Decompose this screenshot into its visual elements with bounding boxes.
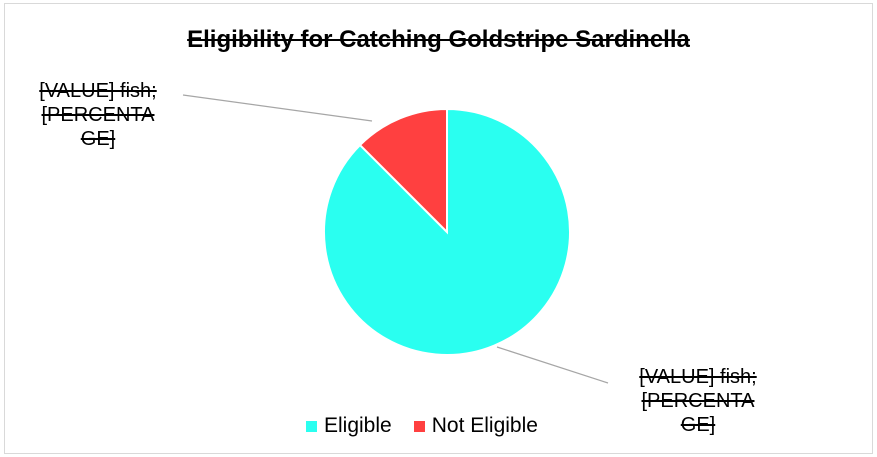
leader-line-not-eligible [182,94,373,122]
legend-item-eligible: Eligible [306,414,392,438]
legend-item-not-eligible: Not Eligible [413,414,538,438]
legend-label-not-eligible: Not Eligible [431,414,538,437]
legend: Eligible Not Eligible [306,414,560,438]
data-label-not-eligible: [VALUE] fish; [PERCENTA GE] [39,80,157,150]
leader-line-eligible [496,346,609,384]
legend-label-eligible: Eligible [324,414,392,437]
legend-swatch-not-eligible [413,420,425,432]
pie-slice-not-eligible [358,107,448,235]
legend-swatch-eligible [306,420,317,432]
data-label-eligible: [VALUE] fish; [PERCENTA GE] [639,366,757,436]
chart-title: Eligibility for Catching Goldstripe Sard… [187,26,690,53]
